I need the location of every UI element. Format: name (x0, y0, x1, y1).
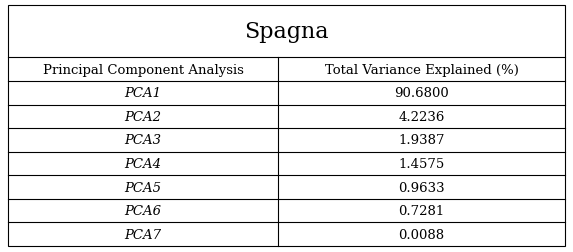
Text: PCA7: PCA7 (124, 228, 162, 241)
Text: PCA3: PCA3 (124, 134, 162, 147)
Text: PCA1: PCA1 (124, 87, 162, 100)
Text: PCA4: PCA4 (124, 158, 162, 170)
Text: PCA6: PCA6 (124, 204, 162, 217)
Text: Spagna: Spagna (244, 21, 329, 43)
Text: Principal Component Analysis: Principal Component Analysis (42, 63, 244, 76)
Text: PCA5: PCA5 (124, 181, 162, 194)
Text: Total Variance Explained (%): Total Variance Explained (%) (324, 63, 519, 76)
Text: 90.6800: 90.6800 (394, 87, 449, 100)
Text: 0.0088: 0.0088 (398, 228, 445, 241)
Text: 0.7281: 0.7281 (398, 204, 445, 217)
Text: 1.9387: 1.9387 (398, 134, 445, 147)
Text: 4.2236: 4.2236 (398, 110, 445, 123)
Text: 0.9633: 0.9633 (398, 181, 445, 194)
Text: 1.4575: 1.4575 (398, 158, 445, 170)
Text: PCA2: PCA2 (124, 110, 162, 123)
